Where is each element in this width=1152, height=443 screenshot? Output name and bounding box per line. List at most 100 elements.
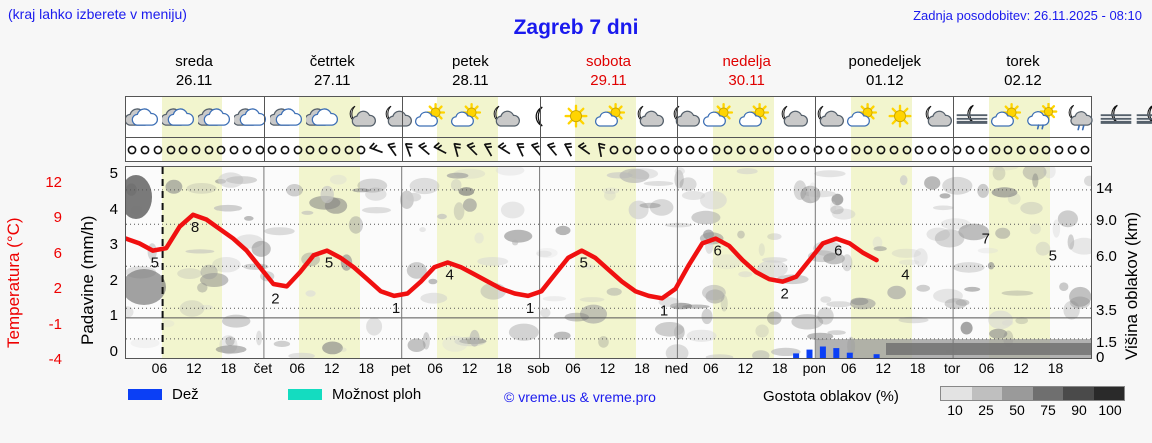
legend-item-showers: Možnost ploh: [288, 386, 421, 403]
wind-calm-icon: [900, 138, 913, 161]
wind-barb-icon: [560, 138, 576, 161]
day-separator: [677, 97, 679, 137]
time-label-11: sob: [527, 360, 550, 376]
wind-calm-icon: [190, 138, 203, 161]
sun-cloud-icon: [450, 97, 486, 137]
night-fog-icon: [954, 97, 990, 137]
weather-icon-strip: [125, 96, 1152, 138]
wind-calm-icon: [1027, 138, 1040, 161]
temp-point-label: 6: [714, 243, 722, 260]
time-label-23: tor: [943, 360, 961, 376]
day-date: 29.11: [590, 72, 627, 89]
wind-calm-icon: [709, 138, 722, 161]
cloud-density-field: [126, 167, 1091, 358]
precipitation-bars: [793, 346, 880, 358]
wind-barb-icon: [512, 138, 528, 161]
wind-calm-icon: [151, 138, 164, 161]
night-cloudy-icon: [774, 97, 810, 137]
temperature-curve: [126, 212, 879, 301]
sunny-icon: [558, 97, 594, 137]
credit-link[interactable]: © vreme.us & vreme.pro: [504, 389, 656, 405]
day-header-1: četrtek 27.11: [263, 52, 401, 92]
night-icon: [522, 97, 558, 137]
wind-calm-icon: [620, 138, 633, 161]
precipitation-tick-4: 1: [109, 307, 118, 325]
temperature-tick-0: 12: [45, 174, 62, 191]
wind-calm-icon: [215, 138, 228, 161]
page-title: Zagreb 7 dni: [513, 16, 639, 39]
wind-calm-icon: [862, 138, 875, 161]
rain-swatch: [128, 389, 162, 400]
cloudy-icon: [270, 97, 306, 137]
night-cloudy-icon: [630, 97, 666, 137]
wind-calm-icon: [697, 138, 710, 161]
wind-calm-icon: [760, 138, 773, 161]
day-separator: [677, 138, 679, 161]
wind-barb-icon: [368, 138, 384, 161]
day-date: 01.12: [866, 72, 904, 89]
sun-cloud-icon: [990, 97, 1026, 137]
day-separator: [815, 97, 817, 137]
daylight-band: [299, 138, 361, 161]
day-name: ponedeljek: [848, 53, 922, 70]
wind-calm-icon: [773, 138, 786, 161]
wind-calm-icon: [722, 138, 735, 161]
day-name: sreda: [175, 53, 213, 70]
wind-calm-icon: [608, 138, 621, 161]
cloud-height-tick-2: 6.0: [1096, 248, 1117, 265]
wind-barb-icon: [400, 138, 416, 161]
density-swatch-2: [1002, 387, 1033, 400]
wind-barb-icon: [416, 138, 432, 161]
chart-legend: Dež Možnost ploh © vreme.us & vreme.pro …: [128, 386, 1148, 426]
wind-calm-icon: [748, 138, 761, 161]
density-swatch-5: [1093, 387, 1124, 400]
time-label-5: 12: [323, 360, 340, 376]
wind-calm-icon: [684, 138, 697, 161]
temp-point-label: 1: [660, 302, 668, 319]
cloud-height-axis-title: Višina oblakov (km): [1122, 211, 1141, 360]
cloudy-icon: [162, 97, 198, 137]
day-separator: [401, 138, 403, 161]
temp-point-label: 8: [191, 219, 199, 236]
temperature-axis-title: Temperatura (°C): [4, 217, 23, 348]
wind-barb-icon: [576, 138, 592, 161]
precipitation-axis-title: Padavine (mm/h): [78, 215, 97, 345]
wind-barb-icon: [480, 138, 496, 161]
temp-point-label: 2: [781, 286, 789, 303]
time-label-1: 12: [186, 360, 202, 376]
temperature-tick-1: 9: [53, 209, 62, 227]
night-fog-icon: [1098, 97, 1134, 137]
time-label-3: čet: [253, 360, 273, 376]
time-label-19: pon: [802, 360, 826, 376]
temp-point-label: 5: [151, 255, 159, 272]
wind-barb-icon: [592, 138, 608, 161]
wind-calm-icon: [913, 138, 926, 161]
density-swatch-3: [1032, 387, 1063, 400]
daylight-band: [713, 138, 774, 161]
day-separator: [263, 138, 265, 161]
wind-calm-icon: [926, 138, 939, 161]
time-label-16: 06: [703, 360, 719, 376]
temp-point-label: 6: [834, 243, 842, 260]
temperature-point-labels: 5 8 2 5 1 4 1 5 1 6 2 6 4 7 5: [151, 219, 1057, 319]
precipitation-tick-3: 2: [109, 271, 118, 289]
wind-calm-icon: [342, 138, 355, 161]
menu-hint: (kraj lahko izberete v meniju): [8, 6, 187, 22]
wind-barb-icon: [448, 138, 464, 161]
temperature-tick-5: -4: [48, 351, 62, 368]
wind-calm-icon: [1066, 138, 1079, 161]
cloud-density-ticks: 10 25 50 75 90 100: [940, 402, 1140, 420]
temp-point-label: 1: [526, 300, 534, 317]
night-cloudy-icon: [918, 97, 954, 137]
cloud-density-colorbar: [940, 386, 1125, 401]
cloud-height-tick-3: 3.5: [1096, 302, 1117, 319]
wind-barb-icon: [528, 138, 544, 161]
wind-calm-icon: [240, 138, 253, 161]
night-cloudy-icon: [666, 97, 702, 137]
wind-calm-icon: [887, 138, 900, 161]
precipitation-tick-5: 0: [109, 343, 118, 360]
showers-swatch: [288, 389, 322, 400]
day-header-row: sreda 26.11 četrtek 27.11 petek 28.11 sobota 29…: [125, 52, 1092, 92]
wind-calm-icon: [279, 138, 292, 161]
cloud-density-label: Gostota oblakov (%): [763, 388, 899, 405]
